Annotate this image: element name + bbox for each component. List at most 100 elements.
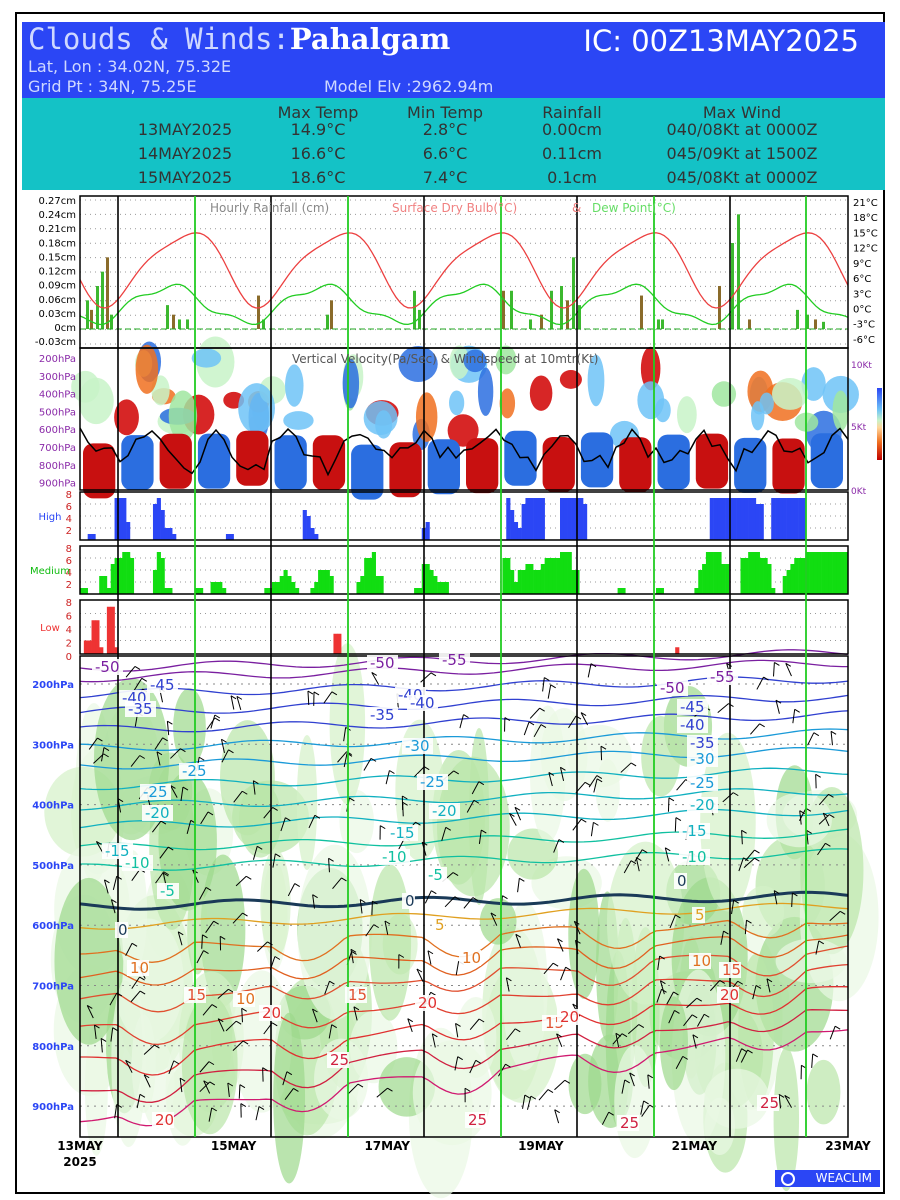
wind-barb-flag bbox=[530, 1095, 537, 1100]
iso-label-bg bbox=[184, 987, 206, 1003]
iso-label-bg bbox=[465, 1112, 487, 1128]
cloud-bar bbox=[156, 552, 161, 594]
velocity-column bbox=[734, 437, 767, 493]
wind-barb bbox=[255, 1106, 260, 1121]
wind-barb-flag bbox=[830, 730, 837, 735]
temp-axis-tick: 18°C bbox=[853, 213, 878, 224]
isotherm-label: 0 bbox=[677, 872, 687, 890]
grid-point: Grid Pt : 34N, 75.25E bbox=[28, 77, 197, 96]
wind-barb bbox=[151, 820, 162, 833]
wind-barb-flag bbox=[275, 853, 281, 858]
velocity-blob bbox=[78, 377, 114, 425]
wind-barb bbox=[523, 721, 530, 736]
wind-barb-flag bbox=[179, 1077, 186, 1082]
panel1-title: Hourly Rainfall (cm) bbox=[210, 201, 329, 215]
wind-barb-flag bbox=[314, 814, 321, 819]
iso-label-bg bbox=[102, 843, 133, 859]
isotherm-label: -50 bbox=[95, 658, 120, 676]
cloud-bar bbox=[87, 534, 92, 540]
rain-bar bbox=[110, 314, 113, 329]
cloud-bar bbox=[275, 582, 280, 594]
wind-barb-flag bbox=[564, 1079, 571, 1084]
wind-barb-flag bbox=[139, 990, 146, 995]
cloud-bar bbox=[752, 498, 757, 540]
velocity-blob bbox=[477, 367, 494, 416]
wind-barb-flag bbox=[370, 757, 377, 762]
cloud-bar bbox=[659, 588, 664, 594]
panel2-title: Vertical Velocity(Pa/Sec) & Windspeed at… bbox=[292, 352, 598, 366]
velocity-blob bbox=[640, 346, 661, 391]
iso-label-bg bbox=[459, 950, 481, 966]
wind-barb bbox=[542, 677, 545, 692]
wind-barb bbox=[621, 1079, 626, 1094]
wind-barb bbox=[756, 676, 764, 690]
cloud-bar bbox=[517, 570, 522, 594]
cloud-bar bbox=[844, 552, 849, 594]
wind-barb bbox=[829, 910, 841, 922]
wind-barb bbox=[125, 1060, 133, 1073]
velocity-column bbox=[159, 433, 192, 489]
wind-barb-flag bbox=[514, 1028, 521, 1033]
cloud-label: Medium bbox=[30, 566, 70, 577]
wind-barb-flag bbox=[285, 817, 291, 822]
wind-barb bbox=[743, 857, 755, 868]
col-max-wind: Max Wind bbox=[702, 103, 782, 122]
cloud-bar bbox=[809, 552, 814, 594]
wind-barb bbox=[806, 830, 809, 845]
isotherm-line bbox=[79, 746, 849, 770]
iso-label-bg bbox=[327, 1052, 349, 1068]
wind-barb bbox=[347, 1083, 359, 1095]
wind-barb bbox=[478, 829, 482, 844]
wind-barb bbox=[323, 691, 333, 704]
wind-barb-flag bbox=[328, 857, 334, 862]
cloud-bar bbox=[118, 558, 123, 594]
wind-barb bbox=[256, 941, 268, 952]
row-max: 14.9°C bbox=[290, 120, 346, 139]
wind-barb-flag bbox=[454, 896, 461, 901]
wind-barb bbox=[328, 858, 330, 873]
wind-barb bbox=[252, 846, 258, 860]
iso-label-bg bbox=[617, 1115, 639, 1131]
wind-barb bbox=[620, 762, 632, 773]
wind-barb-flag bbox=[242, 790, 248, 795]
wind-barb bbox=[179, 1078, 183, 1093]
cloud-bar bbox=[836, 552, 841, 594]
wind-barb-flag bbox=[719, 979, 726, 984]
humidity-shade bbox=[181, 995, 238, 1135]
cloud-bar bbox=[156, 498, 161, 540]
wind-barb-flag bbox=[256, 845, 263, 850]
wind-barb-flag bbox=[167, 720, 173, 725]
wind-barb bbox=[280, 817, 286, 832]
velocity-column bbox=[389, 442, 422, 498]
isotherm-line bbox=[80, 985, 849, 1076]
wind-barb-flag bbox=[211, 1004, 218, 1008]
wind-barb-flag bbox=[747, 1049, 753, 1054]
rain-bar bbox=[566, 300, 569, 329]
humidity-shade bbox=[659, 996, 688, 1091]
wind-barb bbox=[359, 899, 363, 914]
rain-bar bbox=[731, 243, 734, 329]
rain-bar bbox=[529, 319, 532, 329]
wind-barb-flag bbox=[509, 812, 515, 817]
wind-barb bbox=[656, 989, 662, 1003]
velocity-blob bbox=[463, 349, 487, 373]
wind-barb bbox=[548, 772, 553, 787]
wind-barb bbox=[791, 892, 793, 907]
wind-barb bbox=[517, 878, 520, 893]
velocity-blob bbox=[529, 375, 553, 411]
isotherm-label: -15 bbox=[105, 842, 130, 860]
wind-barb-flag bbox=[360, 899, 366, 903]
row-min: 6.6°C bbox=[422, 144, 468, 163]
wind-barb bbox=[588, 775, 598, 788]
wind-barb-flag bbox=[312, 894, 318, 899]
wind-barb-flag bbox=[168, 846, 174, 851]
cloud-bar bbox=[821, 552, 826, 594]
velocity-blob bbox=[283, 411, 314, 430]
velocity-column bbox=[810, 433, 843, 489]
isotherm-label: -20 bbox=[432, 802, 457, 820]
velocity-blob bbox=[168, 390, 198, 442]
cloud-bar bbox=[763, 558, 768, 594]
cloud-bar bbox=[732, 498, 737, 540]
cloud-bar bbox=[725, 498, 730, 540]
